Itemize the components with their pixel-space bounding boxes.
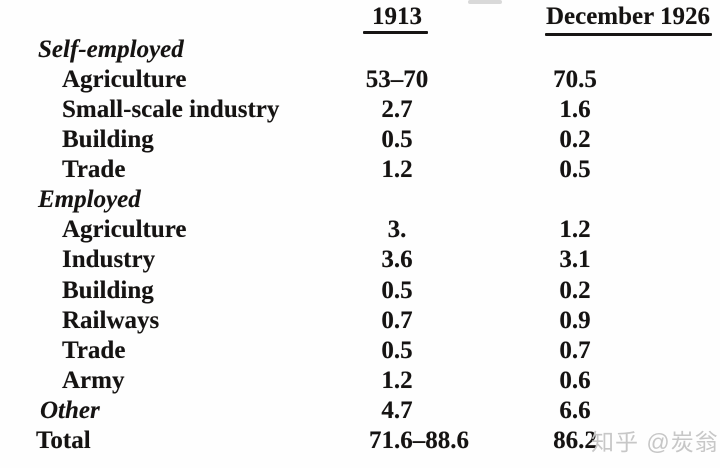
row-label: Army	[62, 367, 125, 394]
row-label: Trade	[62, 337, 126, 364]
value-1926: 1.6	[559, 96, 591, 123]
table-row-employed: Employed	[0, 185, 720, 215]
table-row-self-employed: Self-employed	[0, 35, 720, 65]
value-1926: 1.2	[559, 216, 591, 243]
table-row: Building 0.5 0.2	[0, 276, 720, 306]
table-row: Railways 0.7 0.9	[0, 306, 720, 336]
row-label: Building	[62, 277, 154, 304]
row-label: Railways	[62, 307, 160, 334]
table-row: Industry 3.6 3.1	[0, 245, 720, 275]
row-label: Employed	[38, 186, 141, 213]
underline-december-1926	[545, 33, 712, 36]
table-row-total: Total 71.6–88.6 86.2	[0, 426, 720, 456]
zhihu-watermark: 知乎 @炭翁	[591, 429, 719, 455]
row-label: Trade	[62, 156, 126, 183]
row-label: Self-employed	[38, 36, 184, 63]
value-1926: 0.2	[559, 277, 591, 304]
value-1913: 71.6–88.6	[369, 427, 469, 454]
value-1926: 86.2	[553, 427, 597, 454]
value-1913: 53–70	[365, 66, 429, 93]
underline-1913	[363, 31, 428, 34]
value-1926: 6.6	[559, 397, 591, 424]
row-label: Building	[62, 126, 154, 153]
value-1926: 0.6	[559, 367, 591, 394]
value-1913: 0.7	[381, 307, 413, 334]
value-1913: 3.6	[381, 246, 413, 273]
value-1926: 3.1	[559, 246, 591, 273]
value-1913: 1.2	[381, 156, 413, 183]
row-label: Agriculture	[62, 216, 187, 243]
value-1926: 70.5	[553, 66, 597, 93]
value-1913: 1.2	[381, 367, 413, 394]
table-row: Trade 1.2 0.5	[0, 155, 720, 185]
value-1913: 0.5	[381, 126, 413, 153]
row-label: Other	[40, 397, 100, 424]
row-label: Total	[36, 427, 91, 454]
value-1926: 0.7	[559, 337, 591, 364]
row-label: Small-scale industry	[62, 96, 280, 123]
value-1913: 2.7	[381, 96, 413, 123]
table-row: Agriculture 3. 1.2	[0, 215, 720, 245]
row-label: Agriculture	[62, 66, 187, 93]
table-row: Agriculture 53–70 70.5	[0, 65, 720, 95]
table-row: Army 1.2 0.6	[0, 366, 720, 396]
value-1926: 0.2	[559, 126, 591, 153]
table-row: Building 0.5 0.2	[0, 125, 720, 155]
value-1926: 0.5	[559, 156, 591, 183]
table-row: Trade 0.5 0.7	[0, 336, 720, 366]
value-1913: 4.7	[381, 397, 413, 424]
value-1913: 0.5	[381, 337, 413, 364]
row-label: Industry	[62, 246, 156, 273]
table-row: Small-scale industry 2.7 1.6	[0, 95, 720, 125]
column-header-1913: 1913	[372, 3, 422, 30]
column-header-december-1926: December 1926	[545, 3, 711, 30]
scan-artifact	[468, 0, 502, 4]
value-1913: 3.	[387, 216, 407, 243]
value-1913: 0.5	[381, 277, 413, 304]
value-1926: 0.9	[559, 307, 591, 334]
table-row-other: Other 4.7 6.6	[0, 396, 720, 426]
